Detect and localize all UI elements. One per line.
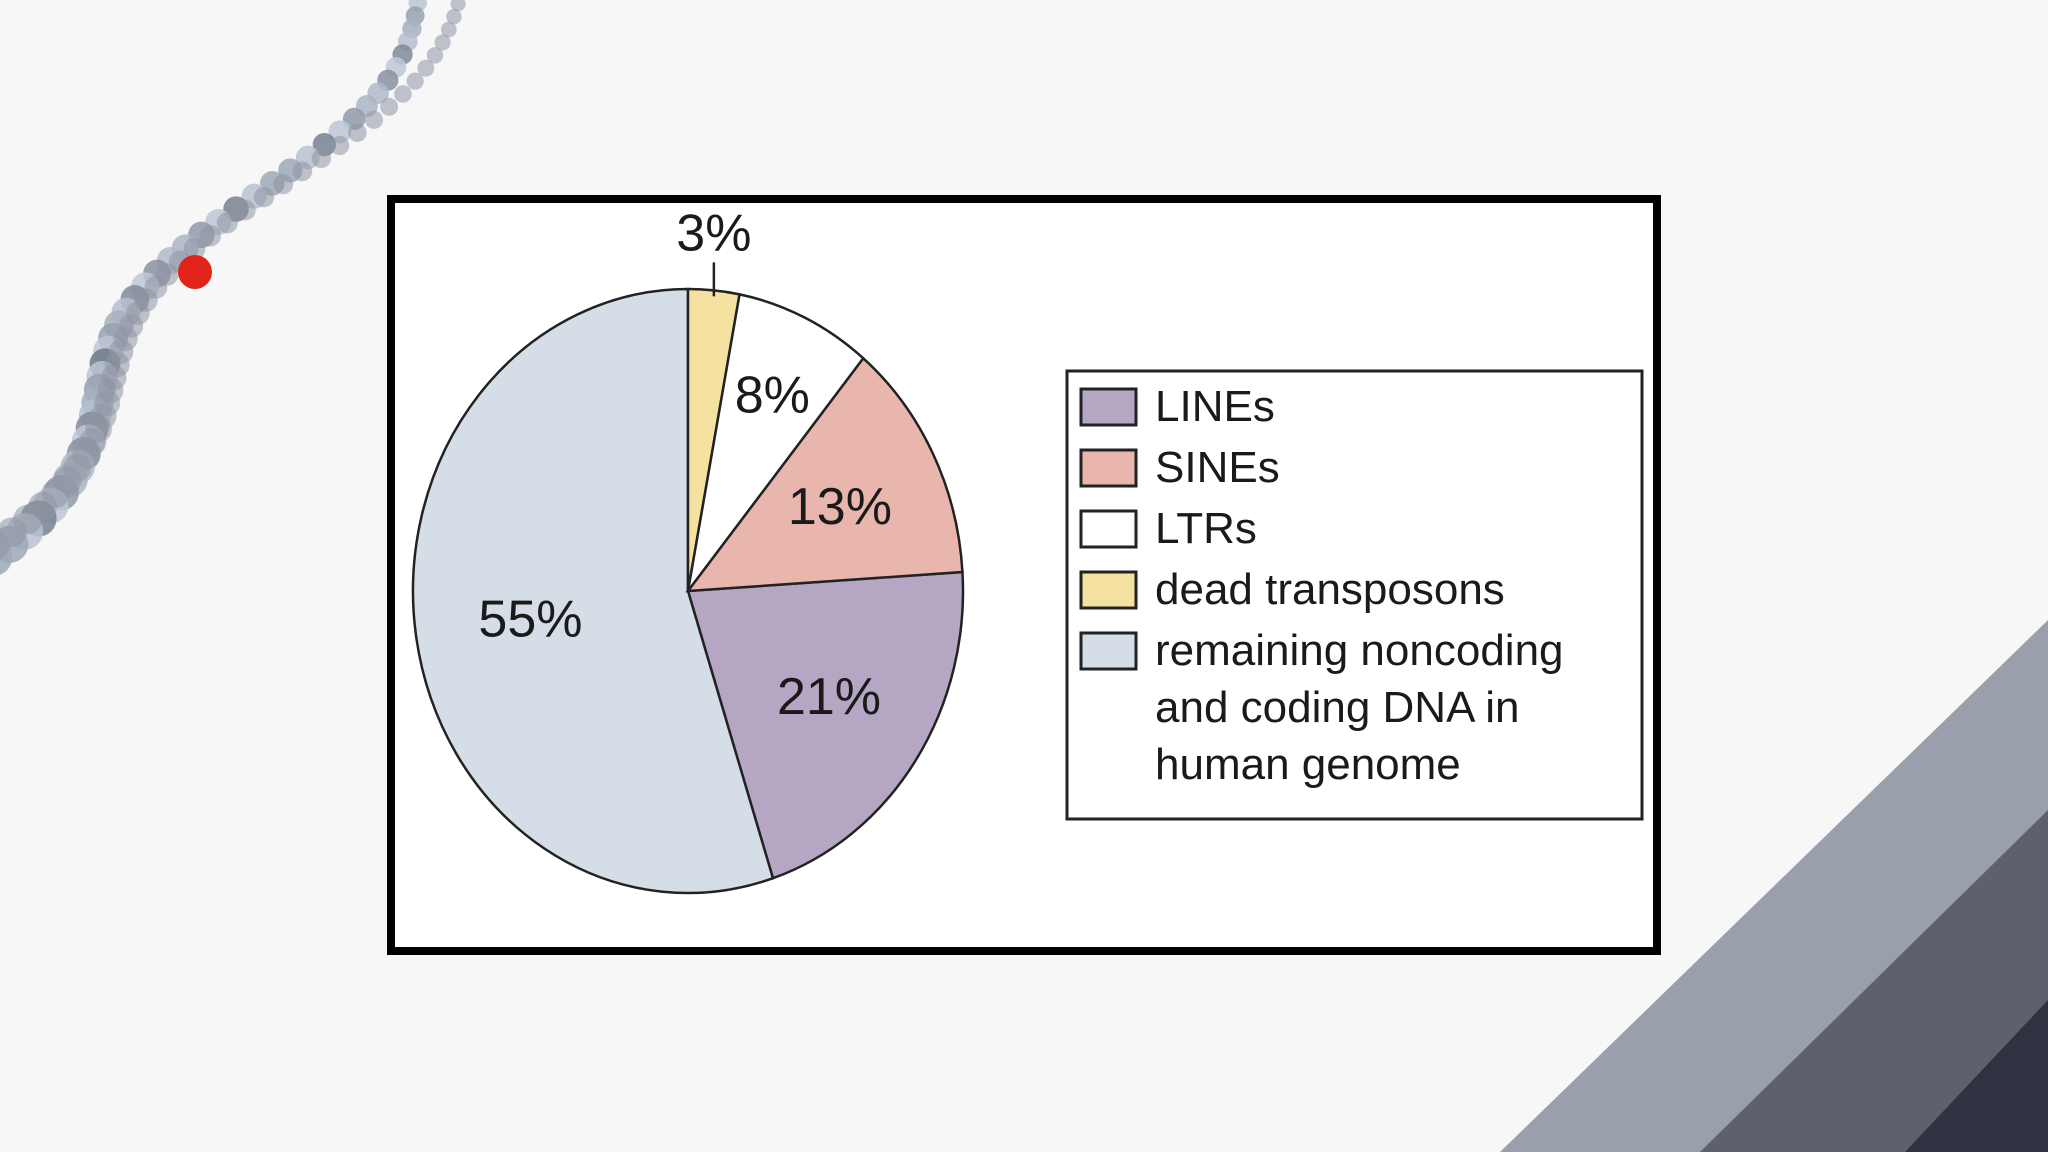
legend-label: LTRs <box>1155 504 1257 553</box>
helix-bead <box>417 59 435 77</box>
helix-bead <box>440 21 457 38</box>
pie-slice <box>686 570 965 880</box>
chart-area: 21% 55% 3% 8% 13% LINEs SINEs LTRs dead transpo… <box>395 203 1653 947</box>
helix-bead <box>234 199 256 221</box>
legend-swatch <box>1079 631 1138 671</box>
helix-bead <box>292 161 313 182</box>
legend-swatch <box>1079 387 1138 427</box>
pie-slice <box>686 292 865 592</box>
pie-slice-label: 3% <box>676 206 751 262</box>
corner-shape-dark <box>1905 1000 2048 1152</box>
helix-bead <box>253 186 275 208</box>
pie-slice-label: 55% <box>478 590 582 648</box>
pie-slices <box>411 287 965 895</box>
legend-label: LINEs <box>1155 382 1275 431</box>
pie-slice-label: 21% <box>777 668 881 726</box>
helix-bead <box>406 72 424 90</box>
corner-shapes <box>1500 620 2048 1152</box>
helix-bead <box>311 148 331 169</box>
red-bead <box>178 255 212 289</box>
legend-swatch <box>1079 570 1138 610</box>
helix-bead <box>394 85 412 103</box>
helix-bead <box>348 123 367 142</box>
pie-slice-label: 8% <box>735 366 810 424</box>
helix-bead <box>380 97 399 116</box>
helix-bead <box>434 34 451 51</box>
helix-bead <box>446 8 462 25</box>
legend-label: human genome <box>1155 740 1461 789</box>
pie-labels: 21% 55% 3% 8% 13% <box>478 206 892 726</box>
pie-slice <box>685 356 964 593</box>
helix-bead <box>450 0 466 12</box>
helix-bead <box>328 120 352 144</box>
chart-frame: 21% 55% 3% 8% 13% LINEs SINEs LTRs dead transpo… <box>387 195 1661 955</box>
legend: LINEs SINEs LTRs dead transposons remaining … <box>1065 369 1644 821</box>
dna-helix-decoration <box>0 0 466 575</box>
legend-label: remaining noncoding <box>1155 626 1564 675</box>
legend-box <box>1065 369 1644 821</box>
helix-bead <box>183 237 206 260</box>
helix-bead <box>273 174 294 195</box>
corner-shape-mid <box>1700 810 2048 1152</box>
pie-slice-label: 13% <box>788 478 892 536</box>
pie-slice <box>411 287 775 895</box>
pie-chart: 21% 55% 3% 8% 13% LINEs SINEs LTRs dead transpo… <box>411 206 1644 895</box>
helix-bead <box>216 212 238 234</box>
legend-label: dead transposons <box>1155 565 1505 614</box>
legend-label: and coding DNA in <box>1155 683 1519 732</box>
legend-label: SINEs <box>1155 443 1280 492</box>
helix-bead <box>426 47 444 64</box>
helix-bead <box>199 225 222 247</box>
legend-swatch <box>1079 509 1138 549</box>
helix-bead <box>330 136 350 156</box>
helix-bead <box>364 110 384 129</box>
helix-bead <box>0 531 10 560</box>
legend-swatch <box>1079 448 1138 488</box>
